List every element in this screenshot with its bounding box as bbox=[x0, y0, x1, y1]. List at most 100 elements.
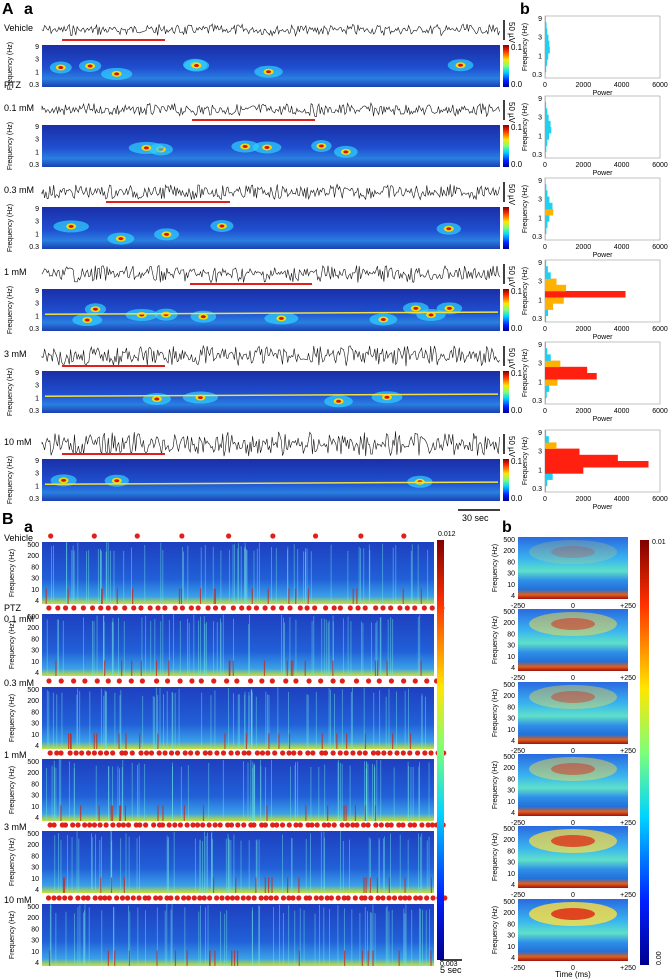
b-spike-dot bbox=[214, 750, 220, 756]
b-spike-dot bbox=[220, 605, 226, 611]
b-spike-dot bbox=[290, 895, 296, 901]
bb-freq-tick: 30 bbox=[507, 643, 515, 650]
a-spec-blob-peak bbox=[114, 72, 120, 76]
b-spike-dot bbox=[105, 605, 111, 611]
b-spike-dot bbox=[75, 895, 81, 901]
a-spec-blob-peak bbox=[61, 478, 67, 482]
b-spike-dot bbox=[407, 822, 413, 828]
a-colorbar-max: 0.1 bbox=[511, 457, 523, 466]
b-spike-dot bbox=[312, 605, 318, 611]
bb-time-tick: +250 bbox=[620, 965, 636, 972]
b-power-tick: 2000 bbox=[576, 496, 592, 503]
b-power-tick: 6000 bbox=[652, 244, 668, 251]
b-spike-dot bbox=[179, 533, 185, 539]
b-spike-dot bbox=[62, 822, 69, 828]
b-spike-dot bbox=[306, 678, 312, 684]
a-spec-blob-peak bbox=[242, 144, 248, 148]
b-row-label: 0.3 mM bbox=[4, 678, 34, 688]
b-spike-dot bbox=[87, 822, 93, 828]
a-amp-scale-label: 50 µV bbox=[507, 102, 516, 124]
a-spec-ridge bbox=[44, 481, 499, 485]
b-spike-dot bbox=[297, 750, 303, 756]
a-spec-blob-peak bbox=[446, 227, 452, 231]
b-freq-axis-label: Frequency (Hz) bbox=[522, 437, 529, 485]
b-spike-dot bbox=[335, 895, 341, 901]
a-amp-scale-label: 50 µV bbox=[507, 266, 516, 288]
b-spike-dot bbox=[92, 895, 98, 901]
b-spike-dot bbox=[280, 895, 287, 901]
b-spike-dot bbox=[262, 605, 268, 611]
b-freq-axis-label: Frequency (Hz) bbox=[522, 267, 529, 315]
bb-freq-tick: 80 bbox=[507, 631, 515, 638]
bb-spectrogram bbox=[518, 682, 628, 744]
b-spike-dot bbox=[91, 750, 97, 756]
b-spike-dot bbox=[97, 895, 104, 901]
b-spike-dot bbox=[263, 895, 269, 901]
b-power-bar bbox=[545, 178, 546, 185]
b-freq-tick: 4 bbox=[35, 743, 39, 750]
b-freq-tick: 4 bbox=[35, 670, 39, 677]
b-spike-dot bbox=[110, 750, 116, 756]
ba-colorbar bbox=[437, 540, 444, 960]
b-spike-dot bbox=[91, 533, 97, 539]
b-power-bar bbox=[545, 16, 546, 23]
b-power-bar bbox=[545, 120, 551, 128]
bb-freq-tick: 200 bbox=[503, 548, 515, 555]
b-spike-dot bbox=[386, 895, 392, 901]
b-spike-dot bbox=[387, 750, 393, 756]
b-power-bar bbox=[545, 190, 548, 197]
b-power-bar bbox=[545, 354, 551, 361]
b-spike-dot bbox=[189, 678, 195, 684]
b-power-bar bbox=[545, 348, 548, 355]
b-freq-axis-label: Frequency (Hz) bbox=[522, 103, 529, 151]
b-spike-dot bbox=[246, 605, 252, 611]
a-spectrogram bbox=[42, 371, 500, 413]
b-spike-dot bbox=[291, 750, 297, 756]
b-power-bar bbox=[545, 454, 618, 462]
b-spike-dot bbox=[229, 895, 236, 901]
a-freq-tick: 0.3 bbox=[29, 82, 39, 89]
a-spec-blob-peak bbox=[118, 237, 124, 241]
b-spike-dot bbox=[184, 822, 190, 828]
b-spike-dot bbox=[429, 822, 436, 828]
b-spike-dot bbox=[198, 678, 204, 684]
b-power-bar bbox=[545, 485, 546, 493]
a-freq-tick: 0.3 bbox=[29, 244, 39, 251]
b-power-axis-label: Power bbox=[593, 416, 614, 423]
b-freq-axis-label: Frequency (Hz) bbox=[9, 766, 16, 814]
a-colorbar-min: 0.0 bbox=[511, 80, 523, 89]
b-power-bar bbox=[545, 145, 547, 153]
b-freq-tick: 0.3 bbox=[532, 72, 542, 79]
b-freq-tick: 30 bbox=[31, 648, 39, 655]
b-spike-dot bbox=[226, 533, 232, 539]
b-spike-dot bbox=[188, 750, 194, 756]
a-colorbar-min: 0.0 bbox=[511, 494, 523, 503]
b-power-bar bbox=[545, 303, 554, 310]
b-spike-dot bbox=[185, 895, 192, 901]
b-spike-dot bbox=[148, 750, 155, 756]
a-freq-tick: 9 bbox=[35, 458, 39, 465]
bb-hotspot-core bbox=[551, 618, 595, 630]
b-spike-dot bbox=[85, 895, 91, 901]
b-power-bar bbox=[545, 184, 547, 191]
b-spike-dot bbox=[129, 750, 135, 756]
b-power-bar bbox=[545, 59, 548, 66]
b-freq-tick: 3 bbox=[538, 197, 542, 204]
panel-label-Bb: b bbox=[502, 519, 512, 536]
b-power-bar bbox=[545, 309, 549, 317]
a-eeg-trace bbox=[41, 344, 500, 367]
b-spectrogram bbox=[42, 831, 434, 893]
bb-time-tick: 0 bbox=[571, 965, 575, 972]
b-spike-dot bbox=[164, 678, 171, 684]
b-spike-dot bbox=[213, 895, 220, 901]
b-power-bar bbox=[545, 114, 549, 122]
a-eeg-trace bbox=[41, 264, 500, 284]
b-freq-axis-label: Frequency (Hz) bbox=[9, 549, 16, 597]
b-power-bar bbox=[545, 436, 549, 443]
b-spike-dot bbox=[205, 605, 211, 611]
b-spike-dot bbox=[380, 895, 386, 901]
b-spike-dot bbox=[225, 822, 231, 828]
a-freq-tick: 9 bbox=[35, 124, 39, 131]
